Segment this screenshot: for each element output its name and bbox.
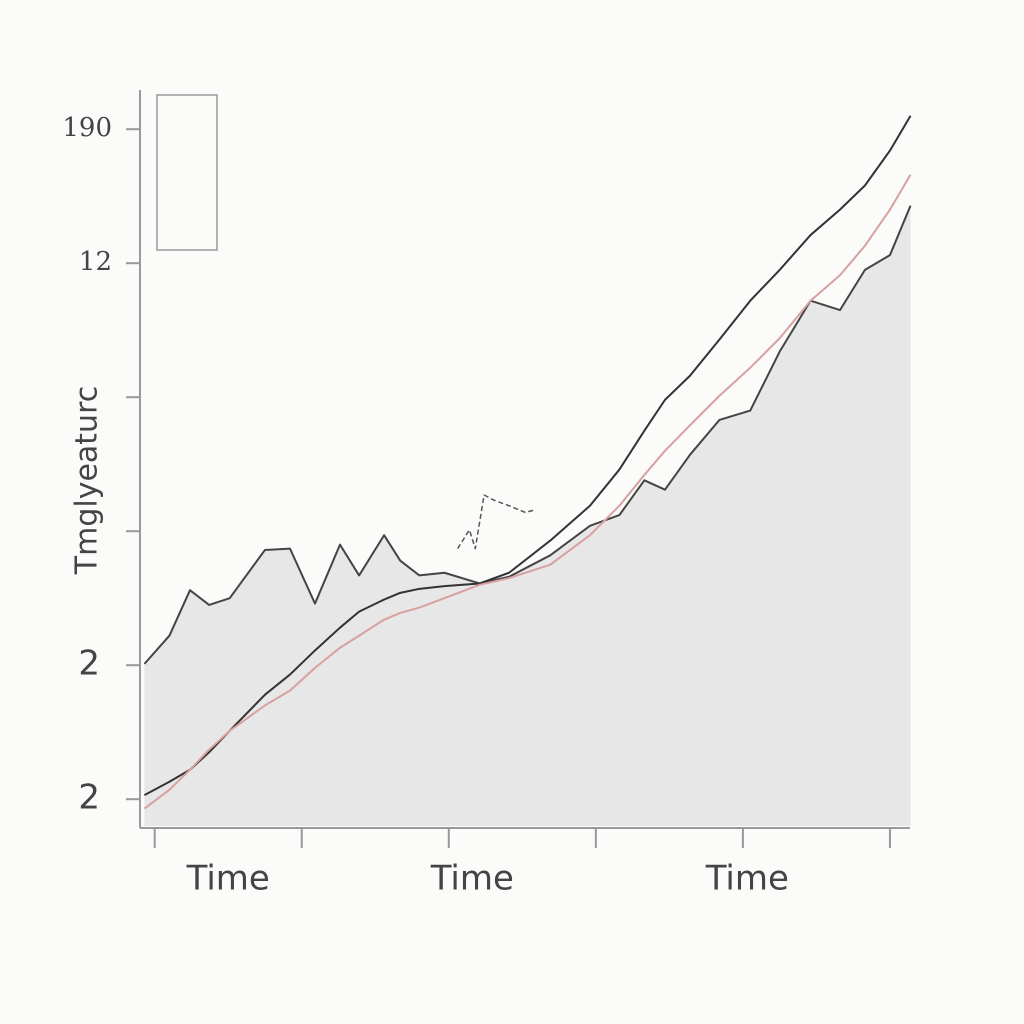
y-tick-label: 2: [78, 644, 100, 684]
plot-area: [143, 115, 912, 826]
series-line: [143, 115, 912, 797]
y-axis-label: Tmglyeaturc: [70, 386, 105, 575]
y-tick-label: 12: [79, 247, 112, 277]
x-label: Time: [430, 859, 514, 899]
area-fill: [144, 205, 911, 826]
x-label: Time: [186, 859, 270, 899]
series-line: [143, 205, 912, 665]
series-line: [456, 494, 536, 550]
y-tick-label: 190: [62, 113, 112, 143]
legend-box: [156, 94, 218, 251]
series-line: [143, 174, 912, 810]
x-label: Time: [705, 859, 789, 899]
y-tick-label: 2: [78, 778, 100, 818]
